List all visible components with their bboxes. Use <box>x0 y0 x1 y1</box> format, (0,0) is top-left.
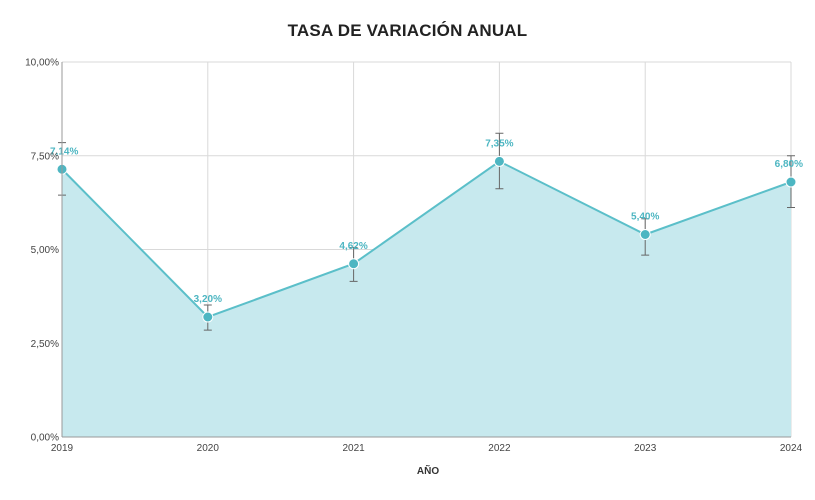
x-tick-label: 2020 <box>197 443 220 454</box>
data-point <box>785 176 797 188</box>
y-tick-label: 0,00% <box>31 433 59 444</box>
line-layer <box>61 160 792 319</box>
area-layer <box>62 161 791 437</box>
y-tick-label: 7,50% <box>31 151 59 162</box>
x-tick-label: 2021 <box>342 443 365 454</box>
y-tick-label: 2,50% <box>31 339 59 350</box>
x-tick-label: 2023 <box>634 443 657 454</box>
y-tick-label: 10,00% <box>25 58 59 69</box>
points <box>56 155 797 323</box>
data-point <box>202 311 214 323</box>
y-tick-label: 5,00% <box>31 245 59 256</box>
axes: 0,00% 2,50% 5,00% 7,50% 10,00% 2019 2020 2021 20… <box>25 58 802 455</box>
data-label: 6,80% <box>775 159 803 170</box>
data-labels: 7,14% 3,20% 4,62% 7,35% 5,40% 6,80% <box>50 138 803 305</box>
data-label: 5,40% <box>631 212 659 223</box>
x-tick-label: 2019 <box>51 443 74 454</box>
data-label: 3,20% <box>194 294 222 305</box>
data-label: 4,62% <box>339 241 367 252</box>
data-point <box>639 229 651 240</box>
x-tick-label: 2024 <box>780 443 803 454</box>
series-line <box>61 160 792 319</box>
chart-title: TASA DE VARIACIÓN ANUAL <box>287 21 528 40</box>
data-point <box>348 258 360 270</box>
data-label: 7,14% <box>50 146 78 157</box>
data-label: 7,35% <box>485 138 513 149</box>
data-point <box>493 155 505 167</box>
x-tick-label: 2022 <box>488 443 511 454</box>
series-area <box>62 161 791 437</box>
x-axis-title: AÑO <box>417 464 439 477</box>
